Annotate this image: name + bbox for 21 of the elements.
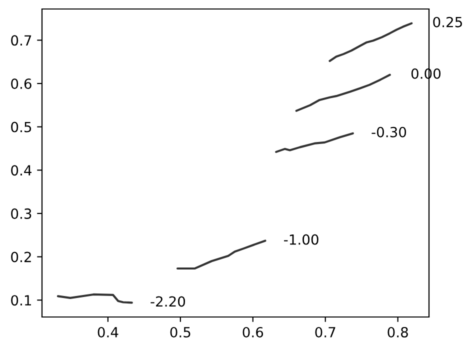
line-series: [295, 74, 391, 112]
series-label: -0.30: [372, 126, 406, 138]
series-label: -2.20: [150, 296, 186, 307]
line-series: [328, 22, 413, 62]
series-label: 0.25: [433, 16, 462, 28]
y-tick-label: 0.2: [11, 252, 31, 262]
y-tick-label: 0.7: [11, 35, 32, 46]
series-label: -1.00: [284, 234, 318, 245]
y-tick-label: 0.3: [11, 208, 32, 219]
x-tick-label: 0.7: [315, 326, 336, 338]
x-tick-label: 0.4: [98, 326, 118, 338]
x-tick-label: 0.8: [388, 326, 408, 338]
line-series: [56, 293, 133, 304]
line-series: [176, 240, 266, 270]
x-tick-label: 0.6: [242, 326, 264, 338]
y-tick-label: 0.4: [11, 165, 32, 176]
y-tick-label: 0.1: [11, 295, 31, 306]
y-tick-label: 0.5: [11, 122, 32, 132]
y-tick-label: 0.6: [11, 78, 32, 89]
line-series: [275, 132, 354, 153]
x-tick-label: 0.5: [170, 326, 190, 338]
